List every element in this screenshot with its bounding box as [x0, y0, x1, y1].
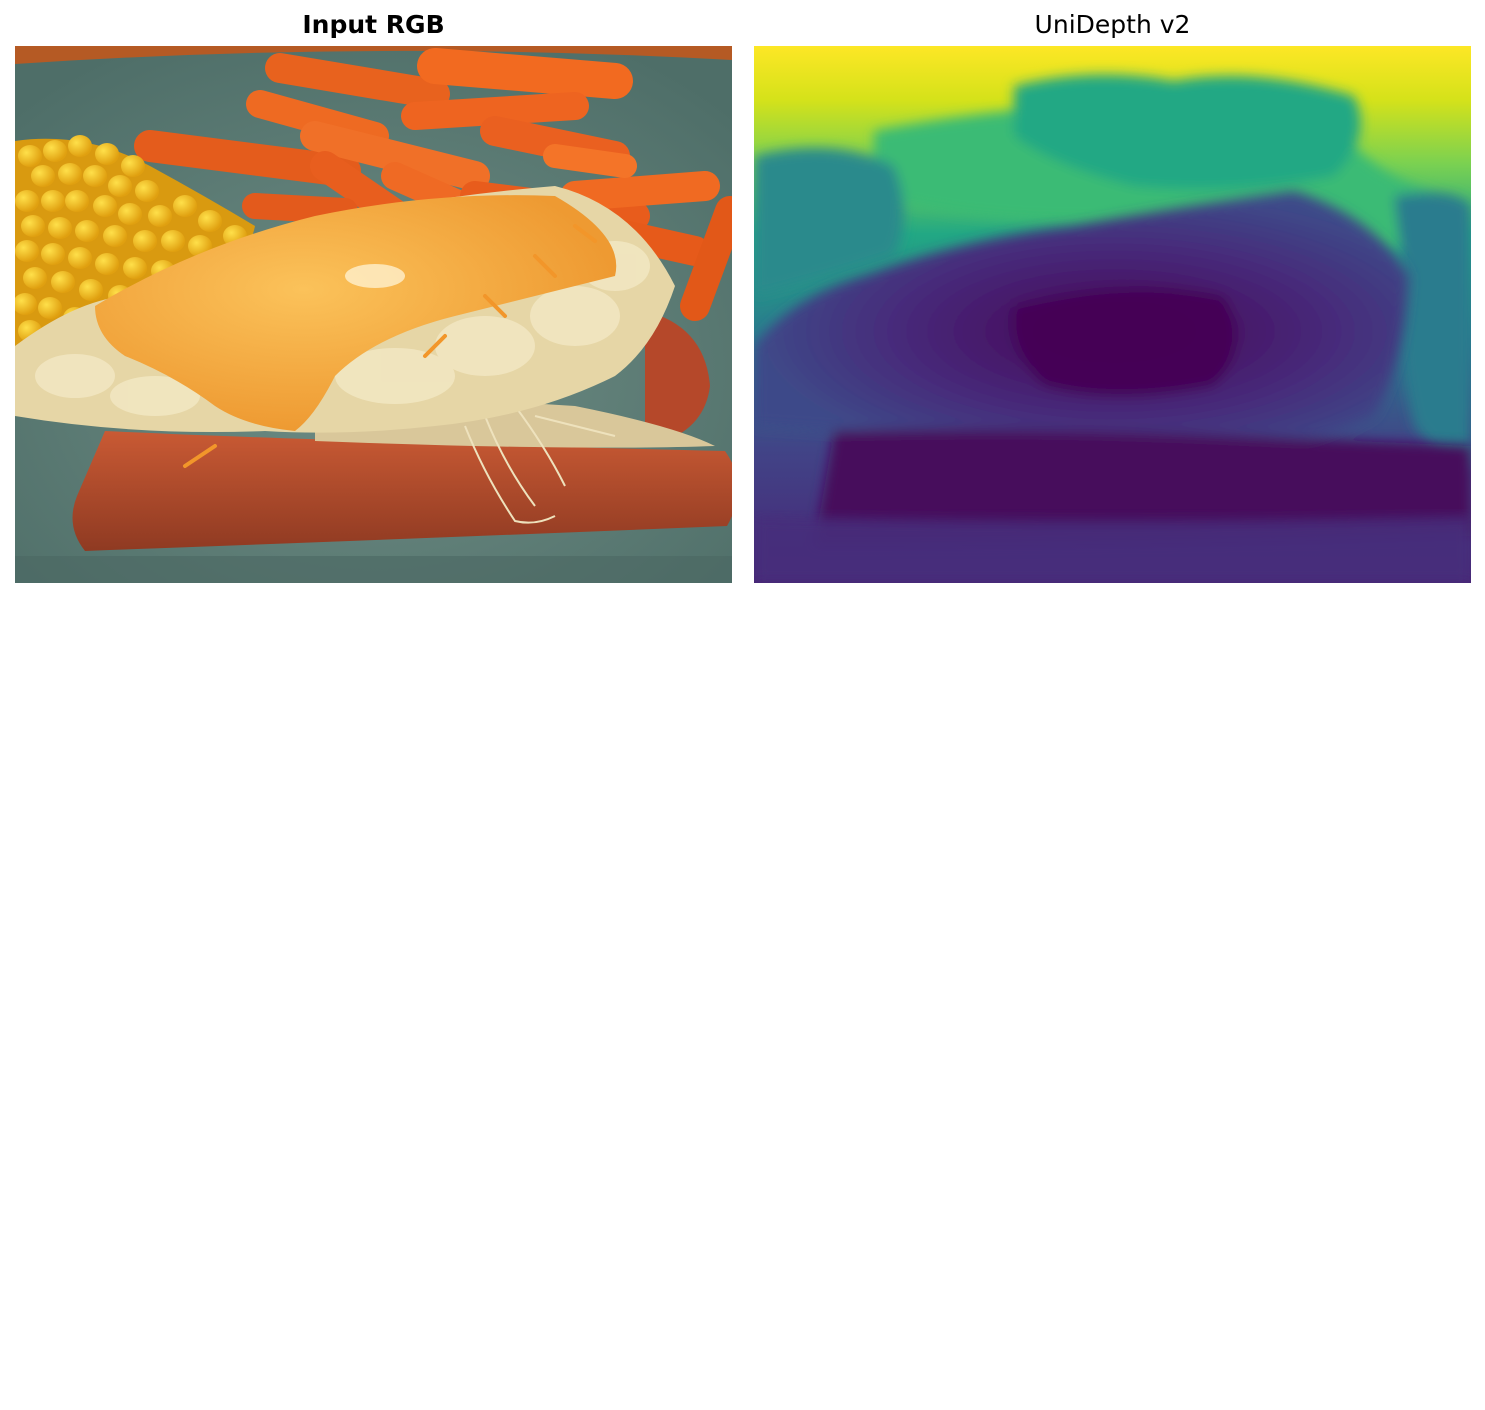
panel-title-input-rgb: Input RGB: [302, 10, 445, 39]
depth-map: [754, 46, 1471, 583]
melted-cheese: [95, 195, 617, 431]
panel-title-depth: UniDepth v2: [1034, 10, 1191, 39]
food-photo: [15, 46, 732, 583]
sausage: [72, 431, 732, 551]
input-rgb-image: [15, 46, 732, 583]
depth-map-image: [754, 46, 1471, 583]
